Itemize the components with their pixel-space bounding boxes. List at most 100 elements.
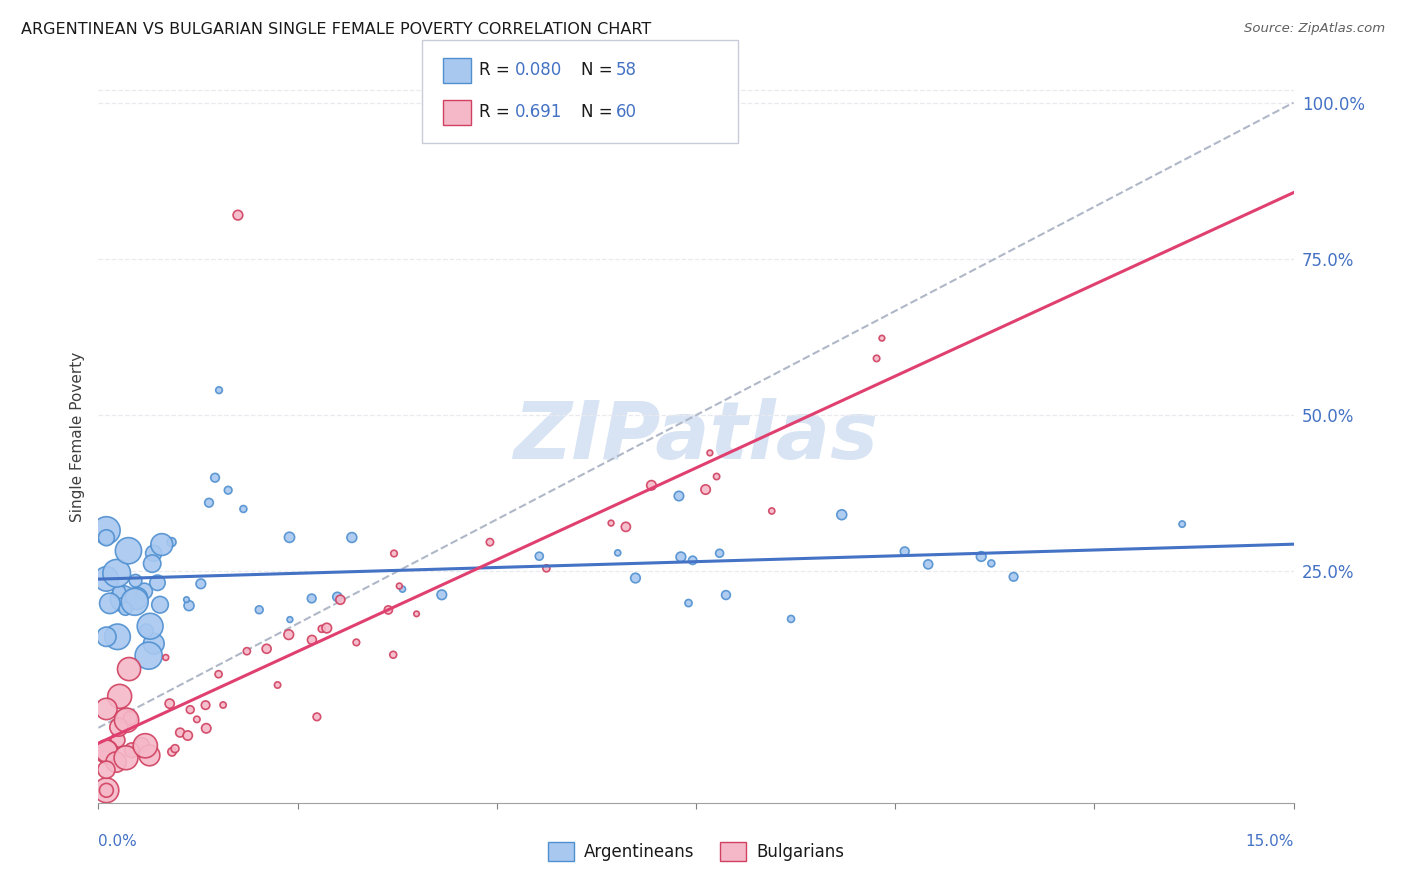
Point bbox=[117, 543, 139, 558]
Point bbox=[134, 739, 156, 753]
Point bbox=[120, 711, 142, 725]
Point bbox=[600, 516, 623, 530]
Point bbox=[1002, 570, 1025, 584]
Point bbox=[980, 557, 1002, 571]
Text: R =: R = bbox=[479, 62, 516, 79]
Point bbox=[340, 531, 363, 545]
Point bbox=[668, 489, 690, 503]
Point bbox=[714, 588, 737, 602]
Point bbox=[311, 622, 333, 636]
Point bbox=[682, 553, 704, 567]
Y-axis label: Single Female Poverty: Single Female Poverty bbox=[69, 352, 84, 522]
Point bbox=[142, 637, 165, 651]
Point bbox=[118, 662, 141, 676]
Point bbox=[780, 612, 803, 626]
Point bbox=[198, 496, 221, 510]
Point bbox=[301, 591, 323, 606]
Text: N =: N = bbox=[581, 62, 617, 79]
Point bbox=[96, 531, 118, 545]
Point bbox=[107, 630, 129, 644]
Point bbox=[529, 549, 551, 564]
Point bbox=[893, 544, 915, 558]
Text: 0.691: 0.691 bbox=[515, 103, 562, 121]
Point bbox=[96, 763, 118, 777]
Point bbox=[382, 546, 405, 560]
Point bbox=[226, 208, 249, 222]
Point bbox=[970, 549, 993, 564]
Point bbox=[107, 720, 129, 734]
Point bbox=[917, 558, 939, 572]
Text: 0.0%: 0.0% bbox=[98, 834, 138, 849]
Point bbox=[831, 508, 853, 522]
Point bbox=[695, 483, 717, 497]
Point bbox=[98, 596, 121, 610]
Point bbox=[278, 613, 301, 627]
Point bbox=[138, 748, 160, 763]
Point bbox=[204, 471, 226, 485]
Point bbox=[344, 635, 367, 649]
Point bbox=[155, 650, 177, 665]
Point bbox=[115, 751, 138, 765]
Text: ARGENTINEAN VS BULGARIAN SINGLE FEMALE POVERTY CORRELATION CHART: ARGENTINEAN VS BULGARIAN SINGLE FEMALE P… bbox=[21, 22, 651, 37]
Point bbox=[865, 351, 887, 366]
Point bbox=[478, 535, 501, 549]
Point bbox=[377, 603, 399, 617]
Point bbox=[706, 469, 728, 483]
Point bbox=[177, 599, 200, 613]
Point bbox=[669, 549, 692, 564]
Point bbox=[536, 561, 558, 575]
Point bbox=[96, 783, 118, 797]
Point bbox=[624, 571, 647, 585]
Point bbox=[139, 619, 162, 633]
Point bbox=[614, 520, 637, 534]
Point bbox=[195, 721, 218, 735]
Point bbox=[709, 546, 731, 560]
Text: Source: ZipAtlas.com: Source: ZipAtlas.com bbox=[1244, 22, 1385, 36]
Point bbox=[108, 585, 131, 599]
Point bbox=[96, 702, 118, 716]
Point bbox=[107, 733, 129, 747]
Point bbox=[208, 383, 231, 397]
Point bbox=[160, 745, 183, 759]
Point bbox=[207, 667, 229, 681]
Point bbox=[134, 584, 156, 599]
Point bbox=[146, 575, 169, 590]
Point bbox=[135, 624, 157, 638]
Point bbox=[108, 690, 131, 704]
Point bbox=[112, 709, 135, 723]
Point bbox=[149, 598, 172, 612]
Point bbox=[96, 524, 118, 538]
Point bbox=[125, 591, 148, 606]
Point bbox=[142, 546, 165, 560]
Point bbox=[329, 592, 352, 607]
Point bbox=[138, 648, 160, 663]
Point bbox=[160, 535, 183, 549]
Point bbox=[112, 591, 135, 606]
Point bbox=[186, 712, 208, 726]
Point bbox=[870, 331, 893, 345]
Point bbox=[699, 446, 721, 460]
Point bbox=[305, 710, 328, 724]
Point bbox=[247, 603, 270, 617]
Text: 0.080: 0.080 bbox=[515, 62, 562, 79]
Point bbox=[217, 483, 239, 498]
Point bbox=[96, 783, 118, 797]
Point bbox=[232, 502, 254, 516]
Point bbox=[105, 755, 128, 769]
Point bbox=[277, 627, 299, 641]
Text: ZIPatlas: ZIPatlas bbox=[513, 398, 879, 476]
Point bbox=[96, 630, 118, 644]
Point bbox=[96, 572, 118, 586]
Point bbox=[121, 743, 143, 757]
Point bbox=[190, 576, 212, 591]
Point bbox=[96, 745, 118, 759]
Point bbox=[194, 698, 217, 713]
Point bbox=[124, 595, 146, 609]
Point bbox=[640, 478, 662, 492]
Point bbox=[177, 729, 200, 743]
Point bbox=[212, 698, 235, 712]
Point bbox=[124, 574, 146, 588]
Point bbox=[278, 530, 301, 544]
Point bbox=[430, 588, 453, 602]
Point bbox=[606, 546, 628, 560]
